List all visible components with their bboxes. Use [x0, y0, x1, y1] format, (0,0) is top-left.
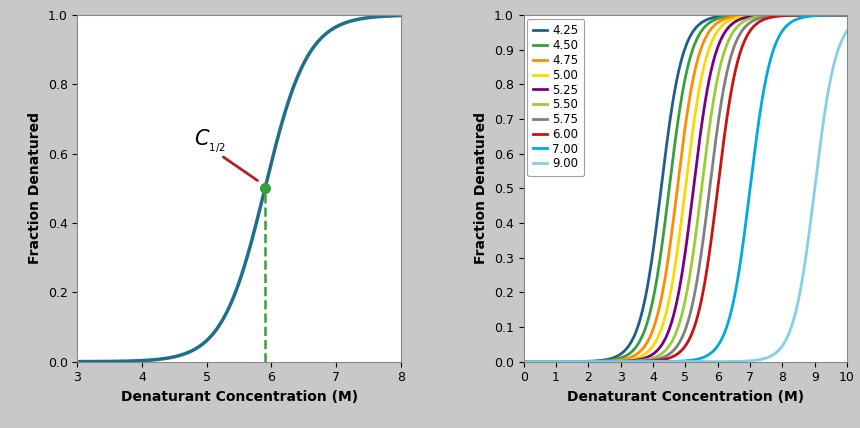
- 5.50: [842, 12, 852, 18]
- Line: 5.50: 5.50: [524, 15, 847, 362]
- Line: 5.00: 5.00: [524, 15, 847, 362]
- 5.00: [842, 12, 852, 18]
- 4.50: [773, 12, 783, 18]
- 5.25: [773, 12, 783, 18]
- 5.50: [832, 12, 843, 18]
- X-axis label: Denaturant Concentration (M): Denaturant Concentration (M): [567, 390, 804, 404]
- 4.50: [667, 160, 678, 166]
- 4.75: [676, 157, 686, 162]
- 7.00: [832, 12, 843, 18]
- 6.00: [832, 12, 843, 18]
- Y-axis label: Fraction Denatured: Fraction Denatured: [28, 112, 42, 265]
- 4.50: [676, 99, 686, 104]
- 5.00: [832, 12, 843, 18]
- 9.00: [773, 348, 783, 353]
- 9.00: [832, 49, 843, 54]
- Line: 6.00: 6.00: [524, 15, 847, 362]
- 7.00: [676, 359, 686, 364]
- Line: 9.00: 9.00: [524, 31, 847, 362]
- Line: 5.25: 5.25: [524, 15, 847, 362]
- Line: 4.50: 4.50: [524, 15, 847, 362]
- Line: 4.75: 4.75: [524, 15, 847, 362]
- 5.50: [519, 359, 529, 364]
- 5.50: [535, 359, 545, 364]
- 7.00: [773, 35, 783, 40]
- 4.75: [535, 359, 545, 364]
- 5.50: [773, 13, 783, 18]
- 5.00: [667, 280, 678, 285]
- 6.00: [667, 354, 678, 360]
- 4.25: [842, 12, 852, 18]
- 5.25: [535, 359, 545, 364]
- 6.00: [519, 359, 529, 364]
- 7.00: [842, 12, 852, 18]
- 4.25: [832, 12, 843, 18]
- 5.75: [773, 13, 783, 18]
- 5.00: [773, 12, 783, 18]
- 5.25: [832, 12, 843, 18]
- 4.75: [832, 12, 843, 18]
- 6.00: [773, 14, 783, 19]
- Text: $C_{_{1/2}}$: $C_{_{1/2}}$: [194, 128, 225, 155]
- 5.75: [832, 12, 843, 18]
- 6.00: [832, 12, 843, 18]
- 5.75: [535, 359, 545, 364]
- Line: 5.75: 5.75: [524, 15, 847, 362]
- 5.75: [519, 359, 529, 364]
- 4.75: [519, 359, 529, 364]
- 9.00: [676, 359, 686, 364]
- 6.00: [535, 359, 545, 364]
- 7.00: [535, 359, 545, 364]
- Legend: 4.25, 4.50, 4.75, 5.00, 5.25, 5.50, 5.75, 6.00, 7.00, 9.00: 4.25, 4.50, 4.75, 5.00, 5.25, 5.50, 5.75…: [527, 18, 584, 176]
- Line: 7.00: 7.00: [524, 15, 847, 362]
- 5.25: [842, 12, 852, 18]
- 5.75: [832, 12, 843, 18]
- 4.75: [842, 12, 852, 18]
- 5.75: [842, 12, 852, 18]
- 4.75: [832, 12, 843, 18]
- 5.50: [676, 315, 686, 321]
- 4.25: [773, 12, 783, 18]
- 5.25: [832, 12, 843, 18]
- 7.00: [667, 359, 678, 364]
- 4.25: [676, 59, 686, 64]
- 5.00: [535, 359, 545, 364]
- 6.00: [676, 348, 686, 354]
- 4.75: [773, 12, 783, 18]
- 5.25: [676, 277, 686, 282]
- X-axis label: Denaturant Concentration (M): Denaturant Concentration (M): [120, 390, 358, 404]
- 4.50: [832, 12, 843, 18]
- 5.00: [676, 221, 686, 226]
- 4.25: [519, 359, 529, 364]
- 5.00: [519, 359, 529, 364]
- 5.50: [832, 12, 843, 18]
- 9.00: [832, 48, 843, 54]
- 9.00: [535, 359, 545, 364]
- Y-axis label: Fraction Denatured: Fraction Denatured: [475, 112, 488, 265]
- 4.25: [535, 359, 545, 364]
- 5.25: [519, 359, 529, 364]
- Line: 4.25: 4.25: [524, 15, 847, 362]
- 4.25: [667, 102, 678, 107]
- 5.75: [667, 349, 678, 354]
- 4.75: [667, 225, 678, 230]
- 9.00: [842, 28, 852, 33]
- 5.50: [667, 338, 678, 343]
- 4.50: [842, 12, 852, 18]
- 4.50: [535, 359, 545, 364]
- 9.00: [519, 359, 529, 364]
- 9.00: [667, 359, 678, 364]
- 7.00: [832, 12, 843, 18]
- 5.75: [676, 337, 686, 342]
- 7.00: [519, 359, 529, 364]
- 6.00: [842, 12, 852, 18]
- 5.00: [832, 12, 843, 18]
- 5.25: [667, 317, 678, 322]
- 4.50: [832, 12, 843, 18]
- 4.50: [519, 359, 529, 364]
- 4.25: [832, 12, 843, 18]
